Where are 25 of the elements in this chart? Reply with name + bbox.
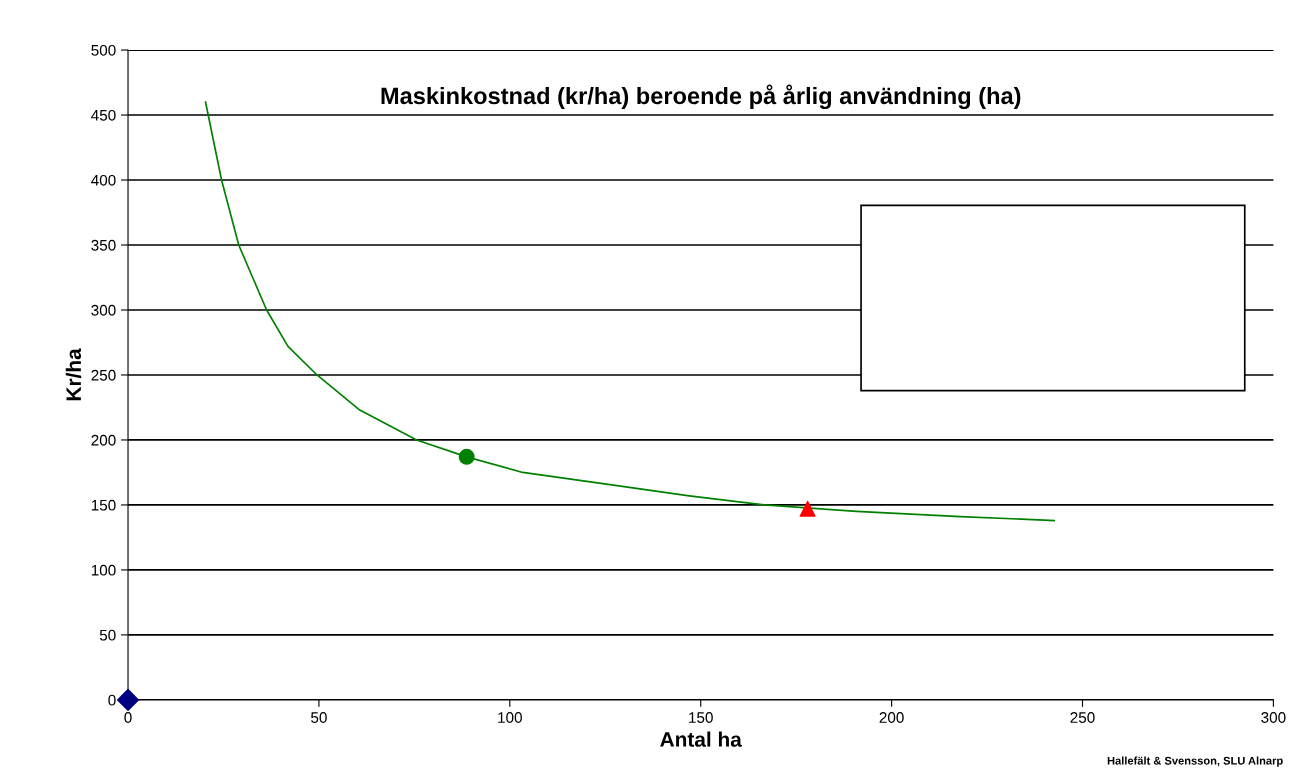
point <box>458 448 475 465</box>
text: Maskinkostnad (kr/ha) beroende på årlig användning (ha) <box>381 84 1021 110</box>
y-tick-label: 300 <box>91 304 116 316</box>
x-tick-label: 100 <box>498 712 522 723</box>
x-tick-label: 0 <box>124 712 132 723</box>
y-tick-label: 150 <box>91 499 116 511</box>
x-tick-label: 150 <box>689 712 713 723</box>
y-tick-label: 500 <box>91 44 116 56</box>
y-tick-label: 250 <box>91 369 116 381</box>
y-tick-label: 50 <box>99 629 116 641</box>
x-tick-label: 200 <box>879 712 904 723</box>
x-tick-label: 50 <box>311 712 327 723</box>
x-axis-title: Antal ha <box>660 731 742 747</box>
y-tick-label: 0 <box>108 694 116 706</box>
y-axis-title: Kr/ha <box>65 348 82 401</box>
y-tick-label: 400 <box>91 174 116 186</box>
text: Hallefält & Svensson, SLU Alnarp <box>1107 756 1283 767</box>
y-tick-label: 350 <box>91 239 116 251</box>
y-tick-label: 450 <box>91 109 116 121</box>
x-tick-label: 250 <box>1070 712 1095 723</box>
point <box>117 688 140 711</box>
y-tick-label: 200 <box>91 434 116 446</box>
point <box>799 500 816 517</box>
x-tick-label: 300 <box>1261 712 1286 723</box>
y-tick-label: 100 <box>91 564 116 576</box>
